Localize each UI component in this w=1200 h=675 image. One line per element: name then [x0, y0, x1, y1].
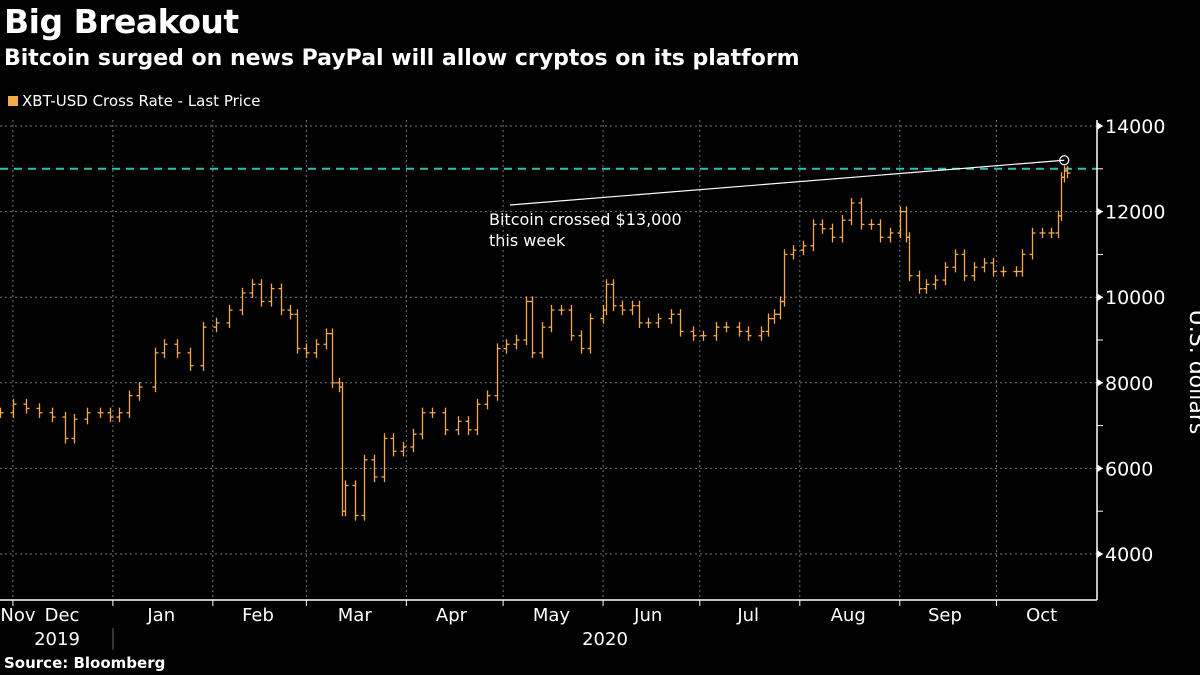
y-tick-label: 10000: [1105, 287, 1165, 309]
y-tick-label: 14000: [1105, 116, 1165, 138]
x-tick-label: Apr: [436, 605, 468, 626]
y-tick-label: 12000: [1105, 202, 1165, 224]
axes: 4000 6000 8000 10000 12000 14000 U.S. dollars N…: [0, 116, 1200, 650]
legend-swatch: [8, 96, 18, 106]
x-tick-label: Nov: [0, 605, 35, 626]
year-label: 2020: [582, 629, 628, 650]
legend-label: XBT-USD Cross Rate - Last Price: [22, 92, 261, 110]
y-axis-label: U.S. dollars: [1184, 310, 1200, 435]
y-tick-marker: [1097, 122, 1103, 130]
annotation-text-line2: this week: [489, 231, 566, 250]
x-tick-label: Aug: [831, 605, 866, 626]
chart-title: Big Breakout: [4, 2, 239, 41]
grid: [0, 120, 1097, 600]
y-tick-label: 6000: [1105, 458, 1153, 480]
x-tick-label: Feb: [242, 605, 274, 626]
annotation-marker: [1059, 155, 1070, 166]
chart-subtitle: Bitcoin surged on news PayPal will allow…: [4, 46, 800, 71]
y-tick-marker: [1097, 550, 1103, 558]
y-tick-marker: [1097, 464, 1103, 473]
x-tick-label: Jun: [633, 605, 662, 626]
x-tick-label: Jan: [146, 605, 175, 626]
annotation-leader-line: [509, 159, 1065, 206]
y-tick-marker: [1097, 207, 1103, 216]
x-tick-label: Oct: [1026, 605, 1057, 626]
y-tick-marker: [1097, 378, 1103, 387]
source-note: Source: Bloomberg: [4, 654, 166, 672]
y-tick-label: 4000: [1105, 544, 1153, 566]
y-tick-marker: [1097, 293, 1103, 302]
x-tick-label: Sep: [928, 605, 962, 626]
annotation: Bitcoin crossed $13,000 this week: [489, 155, 1070, 250]
price-bars: [0, 165, 1071, 521]
x-tick-label: Mar: [338, 605, 373, 626]
y-tick-label: 8000: [1105, 373, 1153, 395]
annotation-text-line1: Bitcoin crossed $13,000: [489, 210, 682, 229]
legend: XBT-USD Cross Rate - Last Price: [8, 92, 260, 110]
year-label: 2019: [34, 629, 80, 650]
x-tick-label: Dec: [45, 605, 80, 626]
x-tick-label: May: [533, 605, 571, 626]
x-tick-label: Jul: [736, 605, 759, 626]
